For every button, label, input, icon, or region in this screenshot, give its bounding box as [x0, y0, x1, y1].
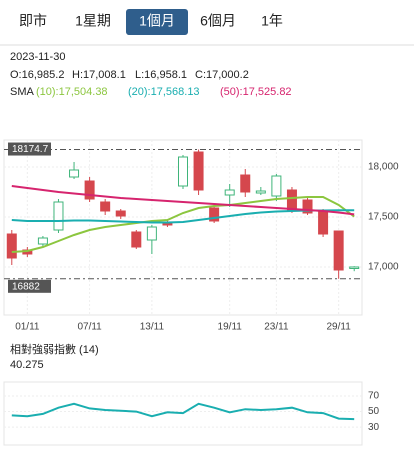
plot-frame: [3, 139, 363, 316]
candle-body: [178, 156, 188, 187]
open: O:16,985.2: [10, 69, 64, 81]
candle-body: [84, 180, 95, 200]
x-tick-label: 23/11: [264, 322, 289, 333]
sma-line: [11, 185, 355, 216]
candle-body: [224, 189, 235, 196]
y-tick-label: 30: [368, 422, 380, 433]
candle-body: [302, 199, 313, 214]
x-tick-label: 19/11: [218, 322, 243, 333]
candle-body: [349, 266, 360, 269]
candle-body: [240, 174, 251, 193]
y-tick-label: 70: [368, 391, 380, 402]
candle-body: [37, 237, 48, 245]
candle-body: [318, 211, 329, 235]
legend-entry: (20):17,568.13: [128, 86, 200, 98]
candle-body: [193, 151, 204, 191]
high: H:17,008.1: [72, 69, 126, 81]
tab[interactable]: 即市: [19, 13, 47, 29]
candle-body: [271, 175, 282, 197]
tab[interactable]: 6個月: [200, 13, 236, 29]
x-tick-label: 07/11: [77, 322, 102, 333]
date: 2023-11-30: [10, 51, 65, 63]
candle-body: [286, 189, 297, 211]
sma-line: [11, 209, 355, 224]
candle-body: [53, 201, 64, 231]
rsi-current: 40.275: [10, 359, 44, 371]
y-tick-label: 17,000: [368, 262, 399, 273]
candle-body: [131, 231, 142, 248]
candle-body: [333, 230, 344, 271]
level-label-bg: [8, 142, 51, 156]
candle-body: [255, 190, 266, 194]
tab-selected-bg[interactable]: [126, 9, 188, 35]
x-tick-label: 13/11: [140, 322, 165, 333]
level-label: 18174.7: [12, 144, 49, 155]
plot-frame: [3, 381, 363, 446]
candle-body: [69, 169, 80, 178]
candle-body: [209, 207, 220, 222]
candle-body: [100, 201, 111, 212]
sma-line: [11, 196, 355, 253]
rsi-title: 相對強弱指數 (14): [10, 342, 99, 356]
rsi-line: [11, 402, 355, 421]
x-tick-label: 01/11: [15, 322, 40, 333]
close: C:17,000.2: [195, 69, 249, 81]
low: L:16,958.1: [135, 69, 187, 81]
tab[interactable]: 1個月: [139, 13, 175, 29]
y-tick-label: 17,500: [368, 212, 399, 223]
candle-body: [6, 233, 17, 259]
tab[interactable]: 1星期: [75, 13, 111, 29]
y-tick-label: 18,000: [368, 162, 399, 173]
tab[interactable]: 1年: [261, 13, 283, 29]
legend-entry: (50):17,525.82: [220, 86, 292, 98]
legend-entry: (10):17,504.38: [36, 86, 108, 98]
y-tick-label: 50: [368, 406, 380, 417]
candle-body: [146, 226, 157, 241]
legend-title: SMA: [10, 86, 35, 98]
level-label-bg: [8, 279, 51, 293]
x-tick-label: 29/11: [327, 322, 352, 333]
level-label: 16882: [12, 281, 40, 292]
candle-body: [115, 210, 126, 217]
